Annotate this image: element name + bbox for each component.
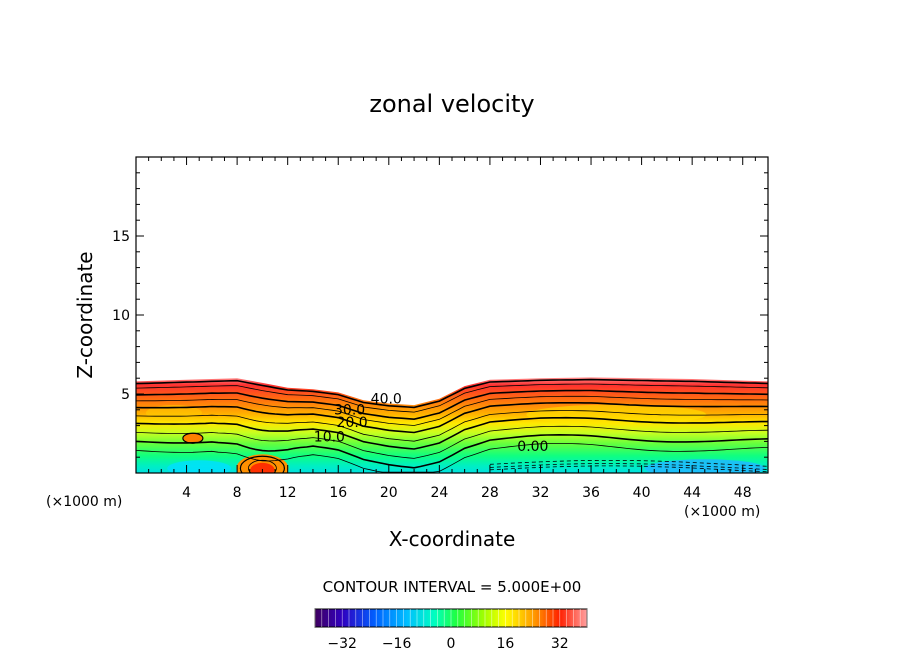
contour-label-3: 20.0 — [337, 415, 368, 431]
contour-line-10 — [136, 443, 768, 473]
x-axis-ticks: 4 8 12 16 20 24 28 32 36 40 44 48 — [148, 157, 756, 501]
colorbar-tick-label: −16 — [382, 636, 412, 652]
x-tick-label: 32 — [532, 485, 550, 501]
x-unit-right: (×1000 m) — [684, 504, 760, 520]
negative-contour-1 — [489, 460, 768, 467]
contour-line-8 — [136, 425, 768, 459]
negative-contour-3 — [489, 465, 768, 473]
blob-yellow-right — [526, 404, 707, 425]
contour-line-6 — [136, 410, 768, 442]
negative-contour-2 — [489, 463, 768, 470]
x-tick-label: 4 — [182, 485, 191, 501]
colorbar-tick-label: 32 — [551, 636, 569, 652]
chart-title: zonal velocity — [369, 90, 534, 118]
contour-label-5: 0.00 — [517, 439, 548, 455]
x-tick-label: 36 — [582, 485, 600, 501]
colorbar-tick-labels: −32 −16 0 16 32 — [327, 636, 568, 652]
x-tick-label: 20 — [380, 485, 398, 501]
colorbar-tick-label: 16 — [496, 636, 514, 652]
contour-labels: 40.0 30.020.010.0 0.00 — [314, 391, 549, 454]
contour-line-5 — [136, 402, 768, 434]
contour-interval-text: CONTOUR INTERVAL = 5.000E+00 — [323, 578, 582, 596]
colorbar-tick-label: 0 — [447, 636, 456, 652]
contour-line-7 — [136, 416, 768, 450]
contour-lines — [136, 378, 768, 473]
blob-warm-left — [182, 433, 203, 444]
contour-label-2: 30.0 — [334, 403, 365, 419]
contour-line-1 — [136, 378, 768, 409]
y-tick-label: 5 — [121, 387, 130, 403]
blob-yellow-left — [145, 404, 202, 421]
x-tick-label: 28 — [481, 485, 499, 501]
field-fill — [136, 377, 768, 473]
contour-line-9 — [136, 433, 768, 469]
x-tick-label: 40 — [633, 485, 651, 501]
contour-line-2 — [136, 383, 768, 413]
colorbar-stripes — [314, 609, 588, 627]
x-axis-label: X-coordinate — [389, 527, 516, 551]
y-tick-label: 15 — [112, 229, 130, 245]
x-tick-label: 48 — [734, 485, 752, 501]
y-tick-label: 10 — [112, 308, 130, 324]
contour-loop-center-1 — [239, 455, 285, 473]
contour-line-3 — [136, 389, 768, 421]
contour-loop-left — [182, 432, 204, 444]
y-axis-label: Z-coordinate — [73, 251, 97, 378]
contour-line-4 — [136, 395, 768, 426]
x-tick-label: 12 — [279, 485, 297, 501]
contour-label-1: 40.0 — [371, 391, 402, 407]
y-axis-ticks: 5 10 15 — [112, 172, 768, 458]
blob-cold-left — [167, 460, 232, 473]
blob-hot-center — [250, 462, 275, 473]
blob-cold-right — [644, 459, 765, 473]
x-unit-left: (×1000 m) — [46, 494, 122, 510]
colorbar-tick-label: −32 — [327, 636, 357, 652]
x-tick-label: 8 — [233, 485, 242, 501]
x-tick-label: 24 — [430, 485, 448, 501]
x-tick-label: 44 — [683, 485, 701, 501]
x-tick-label: 16 — [329, 485, 347, 501]
contour-loop-center-2 — [248, 459, 277, 473]
contour-label-4: 10.0 — [314, 429, 345, 445]
